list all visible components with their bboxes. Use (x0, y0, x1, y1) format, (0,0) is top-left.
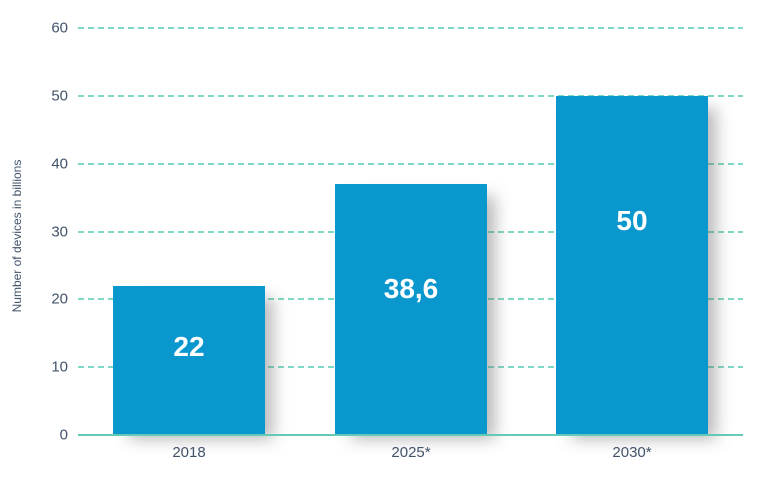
bar-value-label: 22 (173, 331, 205, 362)
y-tick-label: 0 (59, 426, 68, 444)
y-tick-label: 50 (51, 87, 68, 105)
y-tick-label: 20 (51, 290, 68, 308)
y-tick-label: 40 (51, 155, 68, 173)
x-tick-label: 2018 (172, 444, 206, 461)
y-tick-label: 10 (51, 358, 68, 376)
gridline (78, 163, 743, 165)
y-tick-label: 60 (51, 19, 68, 37)
bar-value-label: 50 (616, 205, 648, 236)
gridline (78, 95, 743, 97)
y-axis-title: Number of devices in billions (10, 159, 24, 313)
x-axis-baseline (78, 434, 743, 436)
bar-value-label: 38,6 (383, 273, 439, 304)
y-tick-label: 30 (51, 223, 68, 241)
bar: 50 (556, 96, 708, 435)
gridline (78, 27, 743, 29)
x-tick-label: 2025* (391, 444, 431, 461)
x-tick-label: 2030* (612, 444, 652, 461)
bar: 38,6 (335, 184, 487, 435)
bar: 22 (113, 286, 265, 435)
